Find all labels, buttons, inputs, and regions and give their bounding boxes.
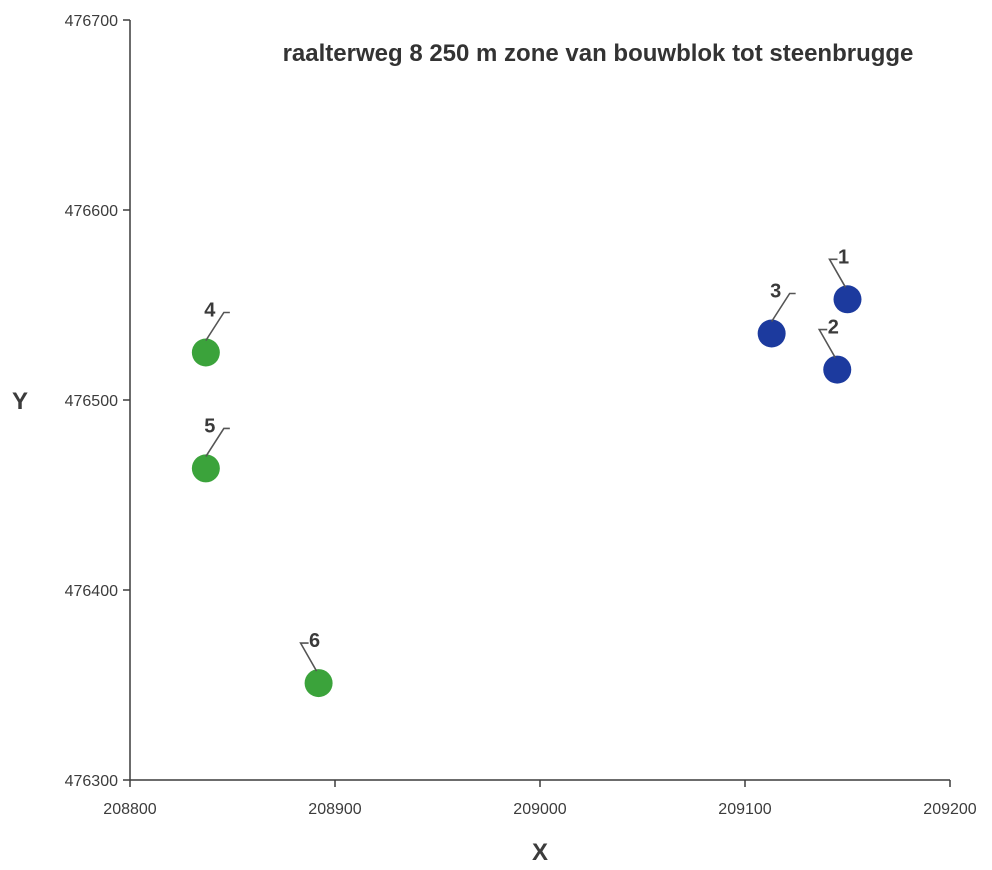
y-tick-label: 476500 bbox=[65, 393, 118, 410]
leader-line bbox=[817, 328, 836, 358]
leader-line bbox=[205, 311, 230, 341]
x-axis-title: X bbox=[532, 839, 548, 866]
data-point bbox=[191, 338, 220, 367]
leader-line bbox=[205, 427, 230, 457]
y-tick-label: 476600 bbox=[65, 203, 118, 220]
leader-line bbox=[299, 642, 318, 672]
data-point-label: 3 bbox=[770, 281, 781, 303]
y-tick-label: 476700 bbox=[65, 13, 118, 30]
data-point bbox=[304, 669, 333, 698]
x-tick-label: 208800 bbox=[103, 801, 156, 818]
x-tick-label: 209100 bbox=[718, 801, 771, 818]
x-tick-label: 209000 bbox=[513, 801, 566, 818]
data-point-label: 6 bbox=[309, 630, 320, 652]
x-tick-label: 208900 bbox=[308, 801, 361, 818]
data-point-label: 5 bbox=[204, 415, 215, 437]
data-point bbox=[833, 285, 862, 314]
y-tick-label: 476400 bbox=[65, 583, 118, 600]
axes: 476300 476400 476500 476600 476700 208800 2089… bbox=[65, 13, 977, 818]
data-point-label: 1 bbox=[838, 246, 849, 268]
y-tick-label: 476300 bbox=[65, 773, 118, 790]
leader-line bbox=[770, 292, 796, 322]
data-point-label: 4 bbox=[204, 300, 216, 322]
y-axis-title: Y bbox=[12, 388, 28, 415]
data-point bbox=[191, 454, 220, 483]
chart-title: raalterweg 8 250 m zone van bouwblok tot… bbox=[283, 40, 914, 67]
data-point bbox=[757, 319, 786, 348]
leader-line bbox=[828, 258, 847, 288]
data-point-label: 2 bbox=[828, 317, 839, 339]
data-point bbox=[823, 355, 852, 384]
data-labels: 1 2 3 4 5 6 bbox=[204, 246, 849, 672]
x-tick-label: 209200 bbox=[923, 801, 976, 818]
data-points bbox=[191, 285, 862, 698]
